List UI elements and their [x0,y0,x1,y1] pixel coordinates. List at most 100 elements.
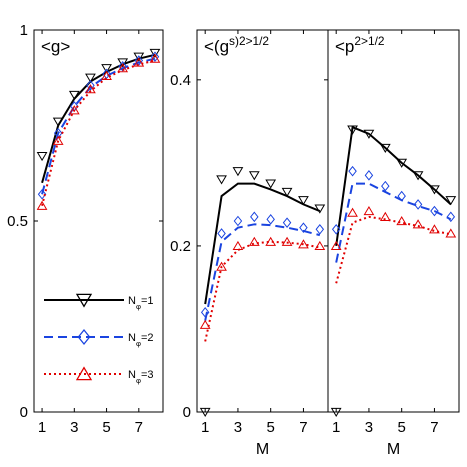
series-line [204,240,321,342]
data-point [379,143,391,153]
data-point [281,236,293,246]
data-point [52,117,64,127]
data-point [248,236,260,246]
series-2 [37,51,160,200]
data-point [413,199,423,210]
legend-label: Nφ=3 [128,369,154,385]
x-axis-label: M [387,441,400,458]
data-point [68,105,80,115]
data-point [150,51,160,63]
y-tick-label: 0.4 [170,72,191,89]
series-line [335,215,452,284]
data-point [314,240,326,251]
data-point [217,228,226,239]
x-tick-label: 1 [332,419,340,436]
data-point [199,319,211,329]
data-point [232,240,244,251]
data-point [216,175,227,185]
data-point [216,261,227,271]
series-3 [330,205,457,284]
data-point [133,57,145,67]
data-point [396,215,408,226]
x-tick-label: 3 [365,419,373,436]
legend-label: Nφ=1 [128,295,154,311]
series-1 [199,167,326,418]
data-point [265,236,277,246]
x-tick-label: 5 [267,419,275,436]
y-tick-label: 1 [20,22,28,39]
series-line [41,59,156,206]
panel-frame [196,29,329,413]
data-point [347,207,358,217]
y-tick-label: 0 [20,404,28,421]
legend-marker [75,366,93,381]
data-point [298,196,309,206]
x-tick-label: 3 [234,419,242,436]
data-point [133,52,145,62]
panel-title: <(gs)2>1/2 [204,34,269,56]
data-point [363,129,375,139]
legend-marker [77,328,91,346]
data-point [315,224,325,235]
data-point [199,407,211,418]
data-point [429,185,440,195]
data-point [149,48,161,58]
data-point [412,171,424,181]
data-point [347,125,358,135]
series-1 [36,48,161,184]
data-point [265,179,277,189]
data-point [85,84,96,94]
data-point [248,171,260,181]
y-tick-label: 0 [183,404,191,421]
data-point [101,64,112,74]
data-point [250,211,259,223]
y-tick-label: 0.5 [7,213,28,230]
data-point [52,135,64,145]
series-2 [331,165,456,263]
series-line [41,57,156,195]
panel-frame [327,29,460,413]
data-point [445,196,457,206]
panel-frame [33,29,164,413]
data-point [363,205,375,216]
legend-label: Nφ=2 [128,332,154,348]
x-tick-label: 3 [70,419,78,436]
legend-marker [75,293,93,308]
data-point [445,228,457,238]
data-point [331,224,341,235]
series-3 [36,53,161,210]
data-point [330,240,342,251]
data-point [36,200,48,210]
data-point [149,53,161,63]
data-point [348,165,357,177]
data-point [282,217,292,228]
series-line [335,182,452,263]
data-point [446,211,456,223]
y-tick-label: 0.2 [170,238,191,255]
data-point [412,219,424,229]
data-point [68,90,80,100]
data-point [86,80,95,91]
panel-title: <p2>1/2 [335,34,385,56]
x-tick-label: 5 [398,419,406,436]
data-point [85,73,96,83]
data-point [364,170,374,181]
x-tick-label: 5 [102,419,110,436]
series-line [204,223,321,321]
x-tick-label: 7 [430,419,438,436]
data-point [118,60,127,72]
data-point [37,188,47,200]
series-1 [330,125,457,418]
data-point [298,239,309,249]
legend: Nφ=1 Nφ=2 Nφ=3 [44,293,154,385]
data-point [266,214,275,225]
series-3 [199,236,326,342]
data-point [330,407,342,418]
x-tick-label: 1 [38,419,46,436]
data-point [281,187,293,197]
data-point [101,70,112,80]
data-point [314,204,326,214]
data-point [36,151,48,162]
data-point [233,215,243,227]
